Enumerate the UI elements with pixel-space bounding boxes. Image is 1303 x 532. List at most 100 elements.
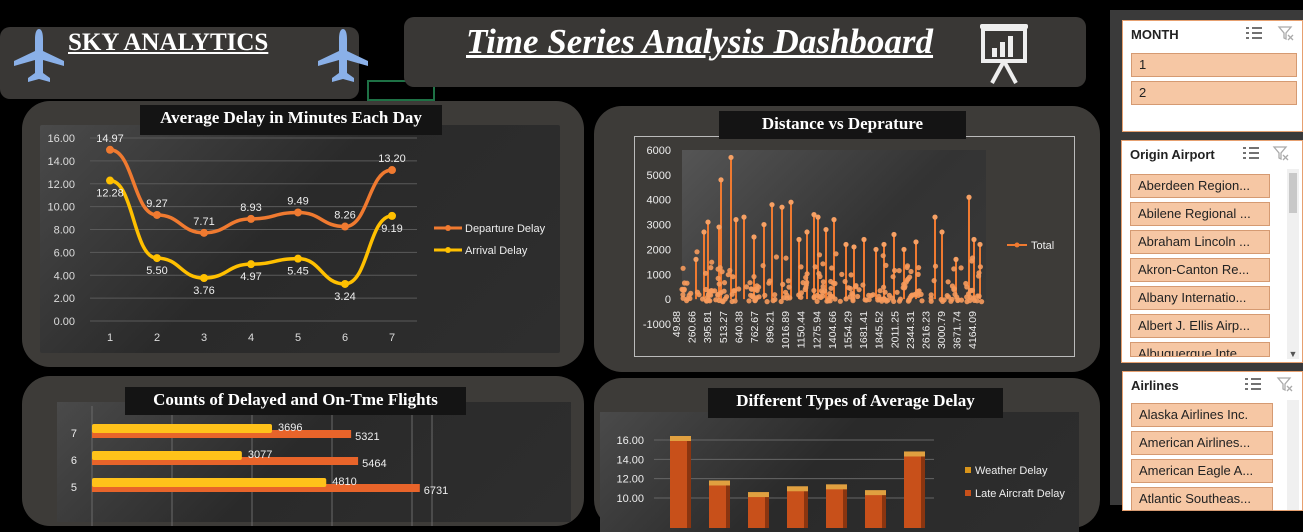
distance-title: Distance vs Deprature — [719, 111, 966, 139]
data-point — [715, 275, 721, 281]
y-tick-label: 7 — [71, 428, 77, 440]
data-point — [696, 292, 702, 298]
data-point — [856, 287, 862, 293]
data-point — [798, 294, 804, 300]
origin-slicer-title: Origin Airport — [1130, 147, 1215, 162]
data-label: 7.71 — [193, 216, 214, 228]
month-item-1[interactable]: 1 — [1131, 53, 1297, 77]
data-point — [866, 292, 872, 298]
data-point — [977, 264, 983, 270]
data-point — [913, 239, 919, 245]
data-point — [822, 288, 828, 294]
data-point — [153, 254, 161, 263]
clear-filter-icon[interactable] — [1272, 145, 1290, 161]
data-label: 5464 — [362, 458, 386, 470]
multi-select-icon[interactable] — [1245, 25, 1263, 41]
y-tick-label: 6 — [71, 455, 77, 467]
origin-item[interactable]: Albuquerque Inte... — [1130, 342, 1270, 357]
airlines-slicer: Airlines Alaska Airlines Inc. American A… — [1122, 371, 1303, 511]
data-point — [749, 294, 755, 300]
data-point — [721, 280, 728, 286]
data-point — [896, 298, 903, 304]
y-tick-label: 14.00 — [616, 454, 644, 466]
legend-label: Late Aircraft Delay — [975, 488, 1065, 500]
data-point — [849, 290, 855, 296]
data-point — [811, 287, 817, 294]
airlines-scrollbar[interactable] — [1287, 400, 1299, 510]
data-point — [958, 297, 965, 303]
month-item-2[interactable]: 2 — [1131, 81, 1297, 105]
data-point — [891, 298, 897, 304]
origin-scrollbar[interactable]: ▼ — [1287, 169, 1299, 359]
origin-item[interactable]: Abilene Regional ... — [1130, 202, 1270, 226]
airline-item[interactable]: American Airlines... — [1131, 431, 1273, 455]
data-point — [708, 265, 714, 271]
data-point — [909, 292, 915, 298]
origin-item[interactable]: Abraham Lincoln ... — [1130, 230, 1270, 254]
x-tick-label: 4164.09 — [967, 311, 979, 349]
scroll-down-icon[interactable]: ▼ — [1288, 349, 1298, 359]
data-point — [967, 294, 973, 300]
data-point — [785, 278, 791, 284]
data-point — [798, 264, 804, 270]
data-point — [919, 298, 925, 304]
origin-item[interactable]: Akron-Canton Re... — [1130, 258, 1270, 282]
clear-filter-icon[interactable] — [1276, 376, 1294, 392]
data-point — [881, 284, 887, 290]
data-point — [880, 253, 886, 259]
data-point — [747, 280, 753, 286]
origin-item[interactable]: Aberdeen Region... — [1130, 174, 1270, 198]
data-point — [751, 274, 757, 280]
data-point — [766, 280, 772, 286]
data-point — [861, 236, 867, 243]
multi-select-icon[interactable] — [1244, 376, 1262, 392]
legend-label: Weather Delay — [975, 465, 1048, 477]
data-label: 9.27 — [146, 198, 167, 210]
data-point — [741, 214, 747, 220]
y-tick-label: 0.00 — [54, 316, 75, 328]
distance-chart: 6000 5000 4000 3000 2000 1000 0 -1000 49.88 260.6… — [643, 145, 1054, 349]
airline-item[interactable]: Atlantic Southeas... — [1131, 487, 1273, 511]
data-point — [928, 295, 934, 301]
y-tick-label: 12.00 — [47, 179, 75, 191]
y-tick-label: 3000 — [647, 220, 671, 232]
data-point — [901, 246, 907, 253]
airplane-icon — [14, 29, 64, 82]
airline-item[interactable]: American Eagle A... — [1131, 459, 1273, 483]
data-point — [715, 291, 721, 297]
clear-filter-icon[interactable] — [1277, 25, 1295, 41]
counts-title: Counts of Delayed and On-Tme Flights — [125, 387, 466, 415]
data-point — [153, 210, 161, 219]
data-point — [842, 278, 848, 285]
data-point — [949, 283, 955, 289]
origin-item[interactable]: Albert J. Ellis Airp... — [1130, 314, 1270, 338]
data-point — [731, 288, 737, 294]
data-point — [814, 298, 820, 304]
legend-marker — [1014, 242, 1020, 248]
x-tick-label: 1275.94 — [811, 311, 823, 349]
y-tick-label: 4.00 — [54, 270, 75, 282]
data-point — [843, 241, 849, 248]
data-point — [932, 263, 939, 269]
bar-ontime — [92, 451, 242, 460]
avg-delay-title: Average Delay in Minutes Each Day — [140, 105, 442, 135]
y-tick-label: 6000 — [647, 145, 671, 157]
data-point — [681, 286, 687, 292]
data-label: 5321 — [355, 431, 379, 443]
multi-select-icon[interactable] — [1242, 145, 1260, 161]
airline-item[interactable]: Alaska Airlines Inc. — [1131, 403, 1273, 427]
bar-ontime — [92, 478, 327, 487]
data-point — [728, 154, 734, 161]
data-point — [718, 177, 724, 183]
data-label: 3696 — [278, 422, 302, 434]
bar-side — [843, 485, 847, 528]
data-point — [906, 297, 912, 303]
scroll-thumb[interactable] — [1289, 173, 1297, 213]
origin-item[interactable]: Albany Internatio... — [1130, 286, 1270, 310]
legend-swatch — [965, 467, 971, 473]
legend-label: Departure Delay — [465, 223, 546, 235]
data-point — [716, 297, 722, 304]
data-point — [688, 290, 694, 296]
data-point — [951, 266, 957, 272]
data-point — [976, 273, 982, 279]
